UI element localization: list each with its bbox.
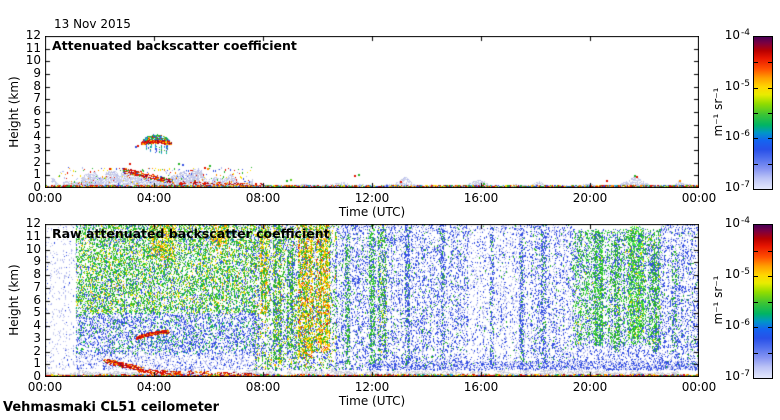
colorbar-tick <box>768 250 772 252</box>
y-tick-label: 9 <box>33 254 41 269</box>
x-tick-label: 08:00 <box>245 380 281 394</box>
y-tick-label: 7 <box>33 279 41 294</box>
x-tick-label: 00:00 <box>681 191 717 205</box>
colorbar-tick <box>754 250 758 252</box>
y-tick-label: 4 <box>33 129 41 144</box>
colorbar-tick <box>768 327 772 328</box>
y-tick-label: 7 <box>33 91 41 106</box>
x-tick-label: 08:00 <box>245 191 281 205</box>
panel-title-attenuated: Attenuated backscatter coefficient <box>52 38 297 53</box>
colorbar-tick <box>768 301 772 303</box>
colorbar-tick <box>768 276 772 277</box>
colorbar-tick <box>768 87 772 89</box>
x-axis-label-attenuated: Time (UTC) <box>338 205 406 219</box>
y-tick-label: 0 <box>33 369 41 383</box>
colorbar-tick-label: 10-5 <box>724 266 750 281</box>
y-tick-label: 9 <box>33 66 41 80</box>
x-axis-label-raw: Time (UTC) <box>338 394 406 408</box>
colorbar-tick <box>754 352 758 354</box>
y-tick-label: 6 <box>33 104 41 118</box>
colorbar-tick-label: 10-6 <box>724 129 750 144</box>
x-tick-label: 20:00 <box>572 380 608 394</box>
y-tick-label: 3 <box>33 142 41 156</box>
y-tick-label: 11 <box>25 228 41 243</box>
x-tick-label: 16:00 <box>463 380 499 394</box>
colorbar-tick <box>754 327 758 328</box>
colorbar-tick <box>768 62 772 64</box>
colorbar-tick <box>768 113 772 114</box>
colorbar-tick <box>754 113 758 114</box>
y-tick-label: 4 <box>33 318 41 332</box>
colorbar-tick <box>768 352 772 354</box>
y-tick-label: 2 <box>33 154 41 169</box>
colorbar-tick-label: 10-4 <box>724 216 750 230</box>
colorbar-tick <box>768 163 772 165</box>
colorbar-raw <box>753 224 773 379</box>
y-tick-label: 11 <box>25 40 41 55</box>
colorbar-tick <box>754 276 758 277</box>
colorbar-tick-label: 10-6 <box>724 318 750 332</box>
colorbar-tick <box>768 138 772 140</box>
y-tick-label: 3 <box>33 330 41 345</box>
panel-title-raw: Raw attenuated backscatter coefficient <box>52 226 330 241</box>
date-label: 13 Nov 2015 <box>54 17 131 31</box>
y-tick-label: 0 <box>33 180 41 194</box>
x-tick-label: 16:00 <box>463 191 499 205</box>
y-tick-label: 1 <box>33 356 41 371</box>
y-tick-label: 5 <box>33 305 41 320</box>
raw-backscatter-plot <box>45 224 699 377</box>
colorbar-tick <box>754 87 758 89</box>
colorbar-tick <box>754 138 758 140</box>
x-tick-label: 00:00 <box>27 380 63 394</box>
y-tick-label: 12 <box>25 28 41 42</box>
y-tick-label: 8 <box>33 267 41 281</box>
colorbar-tick-label: 10-5 <box>724 78 750 93</box>
y-tick-label: 2 <box>33 343 41 358</box>
y-tick-label: 10 <box>25 53 41 68</box>
attenuated-backscatter-plot <box>45 36 699 188</box>
colorbar-tick <box>754 301 758 303</box>
x-tick-label: 00:00 <box>27 191 63 205</box>
colorbar-tick <box>754 163 758 165</box>
x-tick-label: 00:00 <box>681 380 717 394</box>
y-tick-label: 5 <box>33 116 41 131</box>
colorbar-tick <box>754 62 758 64</box>
x-tick-label: 12:00 <box>354 191 390 205</box>
x-tick-label: 04:00 <box>136 191 172 205</box>
colorbar-tick-label: 10-7 <box>724 369 750 383</box>
y-tick-label: 8 <box>33 78 41 93</box>
y-tick-label: 6 <box>33 292 41 307</box>
y-tick-label: 10 <box>25 241 41 256</box>
colorbar-attenuated <box>753 36 773 190</box>
y-tick-label: 1 <box>33 167 41 182</box>
x-tick-label: 20:00 <box>572 191 608 205</box>
colorbar-tick-label: 10-4 <box>724 28 750 42</box>
y-tick-label: 12 <box>25 216 41 230</box>
footer-label: Vehmasmaki CL51 ceilometer <box>3 400 220 415</box>
x-tick-label: 12:00 <box>354 380 390 394</box>
x-tick-label: 04:00 <box>136 380 172 394</box>
colorbar-tick-label: 10-7 <box>724 180 750 194</box>
